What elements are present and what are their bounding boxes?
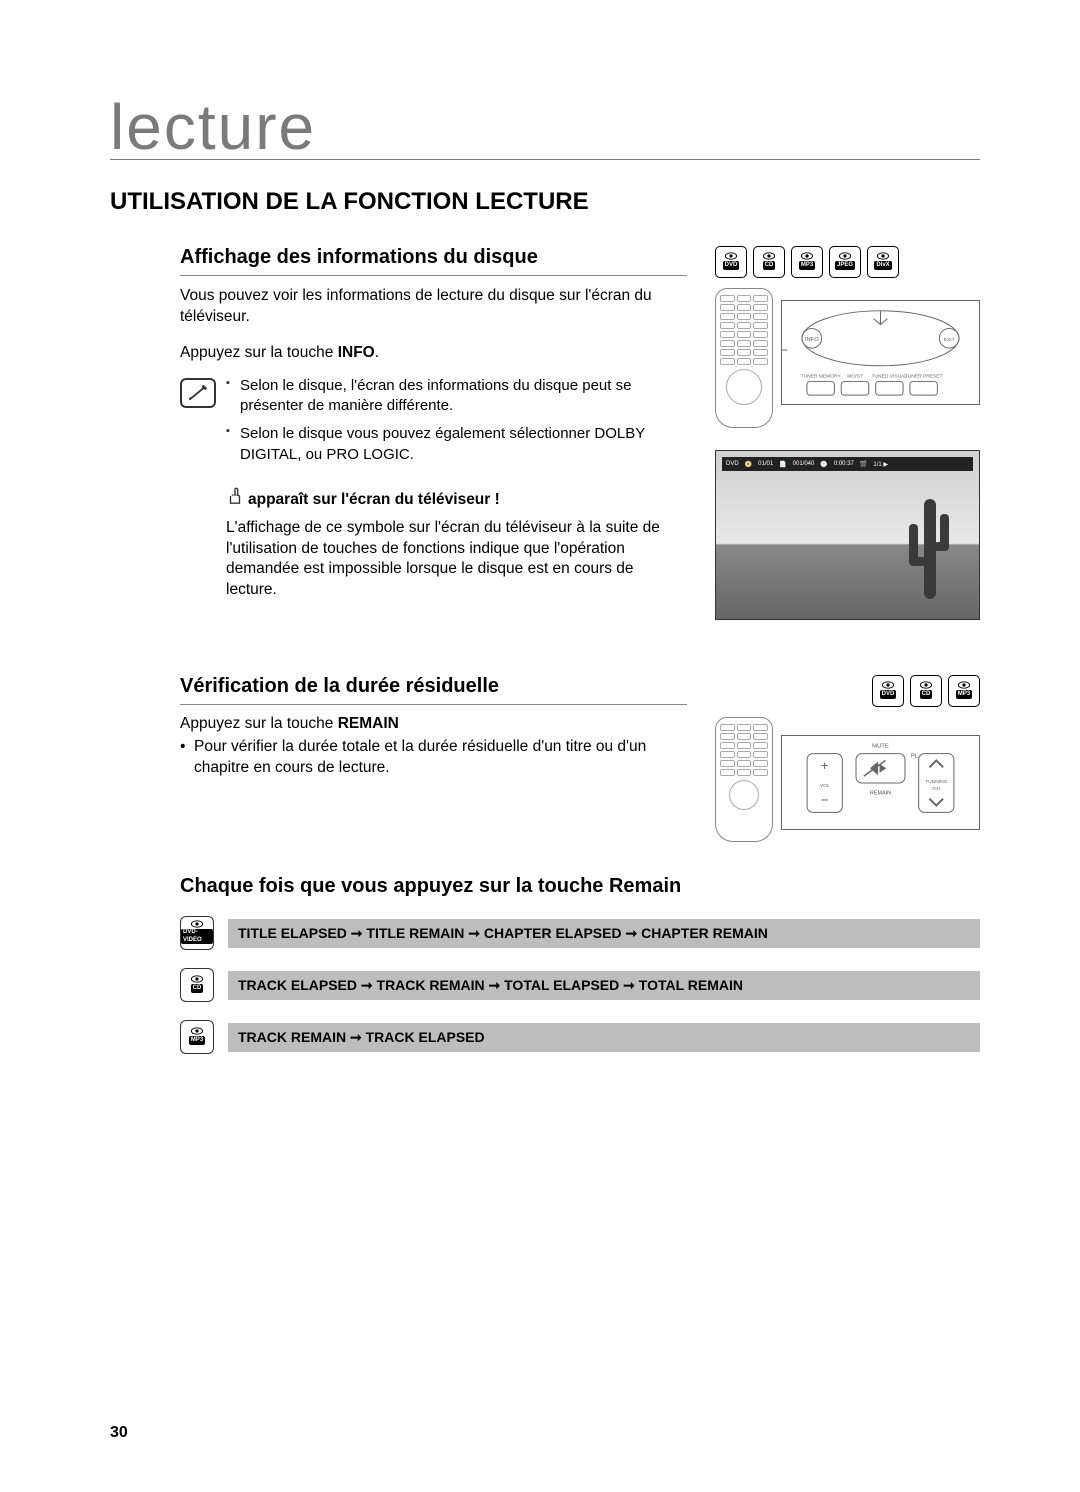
format-badge-divx: DivX [867,246,899,278]
svg-text:−: − [821,793,829,808]
bullet-list: Pour vérifier la durée totale et la duré… [180,737,687,779]
sequence-text: TRACK REMAIN ➞ TRACK ELAPSED [228,1023,980,1052]
instruction-remain: Appuyez sur la touche REMAIN [180,715,687,733]
note-item: Selon le disque, l'écran des information… [226,376,687,417]
remote-icon [715,717,773,842]
format-badge-jpeg: JPEG [829,246,861,278]
svg-text:/CH: /CH [932,786,941,792]
svg-text:EXIT: EXIT [944,337,955,343]
note-list: Selon le disque, l'écran des information… [226,376,687,473]
sequence-row: MP3 TRACK REMAIN ➞ TRACK ELAPSED [180,1020,980,1054]
tv-screenshot: DVD 📀01/01 📄001/040 🕐0:00:37 🎬1/1 ▶ [715,450,980,620]
remote-diagram-2: MUTE + VOL − REMAIN TUNNING /CH [715,717,980,847]
svg-text:MO/ST: MO/ST [847,374,863,380]
format-badge-mp3: MP3 [791,246,823,278]
svg-text:TUNNING: TUNNING [925,779,947,785]
subheading-remain-press: Chaque fois que vous appuyez sur la touc… [180,875,980,898]
svg-text:TUNER MEMORY: TUNER MEMORY [801,374,842,380]
section-title: UTILISATION DE LA FONCTION LECTURE [110,188,980,216]
note-item: Selon le disque vous pouvez également sé… [226,424,687,465]
format-badge-dvd: DVD [872,675,904,707]
format-icon-dvd-video: DVD-VIDEO [180,916,214,950]
svg-text:REMAIN: REMAIN [870,791,891,797]
svg-text:INFO: INFO [805,337,819,343]
format-badge-cd: CD [753,246,785,278]
format-badge-cd: CD [910,675,942,707]
note-icon [180,378,216,408]
sequence-row: CD TRACK ELAPSED ➞ TRACK REMAIN ➞ TOTAL E… [180,968,980,1002]
format-badges: DVDCDMP3JPEGDivX [715,246,980,278]
tv-info-bar: DVD 📀01/01 📄001/040 🕐0:00:37 🎬1/1 ▶ [722,457,973,471]
sequence-text: TRACK ELAPSED ➞ TRACK REMAIN ➞ TOTAL ELA… [228,971,980,1000]
format-icon-mp3: MP3 [180,1020,214,1054]
intro-text: Vous pouvez voir les informations de lec… [180,286,687,328]
hand-icon [226,487,244,512]
format-badge-dvd: DVD [715,246,747,278]
svg-text:VOL: VOL [820,783,830,789]
control-panel-1: INFO EXIT TUNER MEMORY MO/ST TUNED VISUA… [781,300,980,405]
svg-text:MUTE: MUTE [872,744,889,750]
page-number: 30 [110,1424,128,1442]
control-panel-2: MUTE + VOL − REMAIN TUNNING /CH [781,735,980,830]
bullet-item: Pour vérifier la durée totale et la duré… [180,737,687,779]
hand-paragraph: L'affichage de ce symbole sur l'écran du… [226,518,687,602]
cactus-illustration [904,489,954,609]
chapter-title: lecture [110,95,980,160]
subheading-remaining: Vérification de la durée résiduelle [180,675,687,705]
svg-text:TUNER PRESET: TUNER PRESET [905,374,943,380]
remote-diagram-1: INFO EXIT TUNER MEMORY MO/ST TUNED VISUA… [715,288,980,438]
sequence-text: TITLE ELAPSED ➞ TITLE REMAIN ➞ CHAPTER E… [228,919,980,948]
instruction-info: Appuyez sur la touche INFO. [180,344,687,362]
subheading-disc-info: Affichage des informations du disque [180,246,687,276]
format-badge-mp3: MP3 [948,675,980,707]
svg-text:TUNED VISUAL: TUNED VISUAL [872,374,908,380]
sequence-row: DVD-VIDEO TITLE ELAPSED ➞ TITLE REMAIN ➞ … [180,916,980,950]
svg-text:PL: PL [911,754,919,760]
hand-symbol-heading: apparaît sur l'écran du téléviseur ! [226,487,687,512]
format-icon-cd: CD [180,968,214,1002]
remote-icon [715,288,773,428]
format-badges-2: DVDCDMP3 [715,675,980,707]
svg-text:+: + [821,758,829,773]
